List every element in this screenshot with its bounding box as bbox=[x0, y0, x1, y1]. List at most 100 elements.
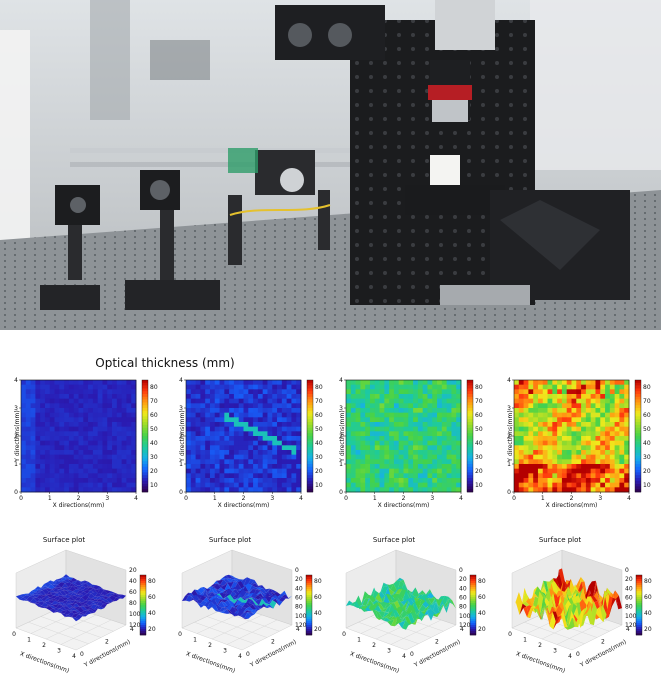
z-tick-label: 60 bbox=[129, 589, 137, 596]
heatmap-cell bbox=[437, 417, 443, 423]
colorbar-step bbox=[467, 478, 473, 482]
heatmap-cell bbox=[131, 417, 137, 423]
colorbar-step bbox=[307, 438, 313, 442]
heatmap-cell bbox=[417, 412, 424, 418]
surface-facet bbox=[417, 596, 425, 602]
surface-facet bbox=[102, 596, 110, 600]
y-tick-label: 0 bbox=[179, 489, 183, 496]
surface-facet bbox=[80, 591, 88, 596]
surface-facet bbox=[587, 596, 595, 603]
heatmap-cell bbox=[291, 464, 297, 470]
surface-facet bbox=[561, 597, 569, 620]
surface-facet bbox=[225, 605, 233, 611]
heatmap-cell bbox=[40, 403, 46, 409]
heatmap-cell bbox=[581, 436, 587, 442]
colorbar bbox=[142, 380, 148, 493]
heatmap-cell bbox=[355, 478, 361, 484]
surface-facet bbox=[41, 601, 48, 603]
heatmap-cell bbox=[600, 417, 606, 423]
surface-facet bbox=[601, 590, 609, 615]
heatmap-cell bbox=[422, 440, 428, 446]
heatmap-cell bbox=[374, 478, 380, 484]
heatmap-cell bbox=[557, 398, 563, 404]
heatmap-cell bbox=[619, 454, 625, 460]
heatmap-cell bbox=[281, 487, 288, 493]
colorbar-step bbox=[142, 444, 148, 448]
heatmap-cell bbox=[83, 487, 89, 493]
colorbar-step bbox=[470, 579, 476, 582]
heatmap-cell bbox=[21, 384, 27, 390]
colorbar-step bbox=[470, 621, 476, 624]
heatmap-cell bbox=[398, 431, 404, 437]
colorbar-step bbox=[467, 452, 473, 456]
heatmap-cell bbox=[590, 394, 596, 400]
z-tick-label: 80 bbox=[625, 604, 633, 611]
heatmap-cell bbox=[262, 468, 268, 474]
heatmap-cell bbox=[379, 422, 385, 428]
colorbar-step bbox=[142, 472, 148, 476]
surface-facet bbox=[365, 594, 373, 599]
heatmap-cell bbox=[214, 403, 220, 409]
heatmap-cell bbox=[547, 482, 553, 488]
heatmap-cell bbox=[291, 468, 297, 474]
heatmap-cell bbox=[205, 445, 211, 451]
heatmap-cell bbox=[233, 389, 240, 395]
heatmap-cell bbox=[97, 440, 103, 446]
surface-facet bbox=[429, 605, 437, 616]
surface-facet bbox=[233, 608, 241, 615]
heatmap-cell bbox=[389, 408, 395, 414]
heatmap-cell bbox=[248, 436, 254, 442]
heatmap-cell bbox=[537, 440, 544, 446]
y-tick-label: 3 bbox=[339, 405, 343, 412]
heatmap-cell bbox=[73, 459, 79, 465]
heatmap-cell bbox=[552, 440, 558, 446]
colorbar-step bbox=[467, 410, 473, 414]
heatmap-cell bbox=[446, 473, 452, 479]
y-tick-label: 1 bbox=[507, 461, 511, 468]
heatmap-cell bbox=[441, 389, 448, 395]
axis-pane bbox=[181, 604, 293, 651]
heatmap-cell bbox=[456, 417, 462, 423]
heatmap-cell bbox=[547, 454, 553, 460]
x-tick-label: 4 bbox=[568, 653, 572, 660]
heatmap-cell bbox=[393, 468, 400, 474]
colorbar-step bbox=[307, 394, 313, 398]
surface-facet bbox=[424, 597, 432, 607]
heatmap-cell bbox=[514, 380, 520, 386]
heatmap-cell bbox=[131, 440, 137, 446]
surface-facet bbox=[62, 606, 70, 610]
heatmap-cell bbox=[272, 431, 278, 437]
heatmap-cell bbox=[253, 450, 259, 456]
heatmap-cell bbox=[291, 384, 297, 390]
surface-facet bbox=[67, 610, 75, 613]
heatmap-cell bbox=[59, 454, 65, 460]
heatmap-cell bbox=[360, 417, 366, 423]
heatmap-cell bbox=[595, 380, 601, 386]
surface-facet bbox=[240, 597, 248, 601]
heatmap-cell bbox=[561, 436, 568, 442]
surface-facet bbox=[250, 592, 258, 599]
heatmap-cell bbox=[557, 384, 563, 390]
heatmap-cell bbox=[272, 384, 278, 390]
heatmap-cell bbox=[576, 403, 582, 409]
heatmap-cell bbox=[229, 398, 235, 404]
y-tick-label: 4 bbox=[339, 377, 343, 384]
heatmap-cell bbox=[369, 445, 376, 451]
heatmap-cell bbox=[107, 403, 113, 409]
surface-facet bbox=[398, 586, 406, 595]
heatmap-cell bbox=[379, 464, 385, 470]
colorbar-step bbox=[306, 599, 312, 602]
heatmap-cell bbox=[286, 464, 292, 470]
heatmap-cell bbox=[585, 380, 592, 386]
heatmap-cell bbox=[437, 445, 443, 451]
surface-facet bbox=[219, 609, 227, 614]
heatmap-cell bbox=[83, 482, 89, 488]
surface-facet bbox=[281, 590, 289, 599]
heatmap-cell bbox=[64, 445, 70, 451]
surface-facet bbox=[219, 592, 227, 599]
colorbar-step bbox=[307, 408, 313, 412]
heatmap-cell bbox=[595, 384, 601, 390]
heatmap-cell bbox=[528, 445, 534, 451]
y-tick-label: 4 bbox=[179, 377, 183, 384]
